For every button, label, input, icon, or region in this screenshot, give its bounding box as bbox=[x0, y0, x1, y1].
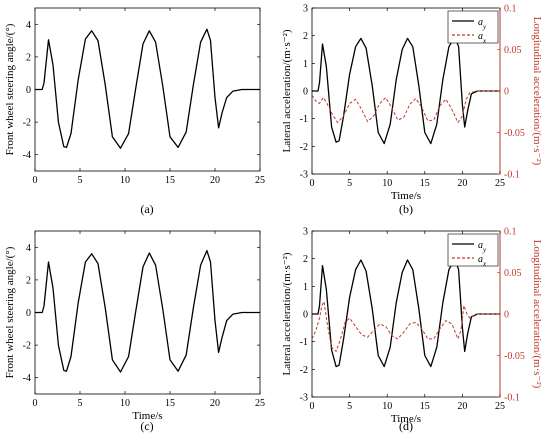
y-tick-label: 3 bbox=[303, 227, 308, 238]
panel-label: (b) bbox=[399, 202, 413, 216]
y-tick-label: 0 bbox=[26, 85, 31, 96]
x-axis-title: Time/s bbox=[391, 413, 421, 425]
x-tick-label: 5 bbox=[347, 178, 352, 189]
legend-label: ay bbox=[478, 17, 487, 31]
x-tick-label: 20 bbox=[210, 175, 220, 186]
x-tick-label: 15 bbox=[420, 401, 430, 412]
panel-label: (c) bbox=[140, 419, 153, 433]
y2-tick-label: 0.05 bbox=[504, 45, 522, 56]
y-tick-label: 0 bbox=[303, 310, 308, 321]
y-tick-label: 2 bbox=[303, 254, 308, 265]
y2-tick-label: -0.1 bbox=[504, 170, 520, 181]
y-tick-label: -2 bbox=[23, 341, 31, 352]
x-tick-label: 20 bbox=[210, 398, 220, 409]
x-tick-label: 5 bbox=[78, 175, 83, 186]
y-tick-label: 0 bbox=[26, 308, 31, 319]
plot-frame bbox=[34, 7, 261, 172]
y-tick-label: 2 bbox=[26, 52, 31, 63]
y-tick-label: 2 bbox=[26, 275, 31, 286]
y-tick-label: -4 bbox=[23, 150, 31, 161]
y2-tick-label: 0.05 bbox=[504, 268, 522, 279]
legend-label: ay bbox=[478, 240, 487, 254]
panel-4: 0 5 10 15 20 25 -3 -2 -1 0 1 2 3 -0.1 -0.05 0 0.05 0.1 aya… bbox=[281, 227, 543, 434]
series-line-a_x bbox=[311, 90, 500, 123]
x-tick-label: 10 bbox=[382, 178, 392, 189]
x-tick-label: 20 bbox=[457, 401, 467, 412]
y-tick-label: 4 bbox=[26, 20, 31, 31]
y2-axis-title: Longitudinal acceleration/(m·s⁻²) bbox=[531, 240, 543, 389]
y-tick-label: 1 bbox=[303, 59, 308, 70]
y2-tick-label: -0.05 bbox=[504, 128, 525, 139]
y2-tick-label: -0.05 bbox=[504, 351, 525, 362]
y-tick-label: -4 bbox=[23, 373, 31, 384]
series-line-steering-angle bbox=[35, 28, 260, 149]
panel-2: 0 5 10 15 20 25 -3 -2 -1 0 1 2 3 -0.1 -0.05 0 0.05 0.1 aya… bbox=[281, 4, 543, 217]
y-axis-title: Front wheel steering angle/(°) bbox=[4, 246, 16, 378]
x-tick-label: 10 bbox=[120, 398, 130, 409]
x-axis-title: Time/s bbox=[132, 410, 162, 422]
y-tick-label: -3 bbox=[300, 170, 308, 181]
y-tick-label: 1 bbox=[303, 282, 308, 293]
y-tick-label: -3 bbox=[300, 393, 308, 404]
x-tick-label: 20 bbox=[457, 178, 467, 189]
legend-label: ax bbox=[478, 31, 487, 45]
x-tick-label: 15 bbox=[420, 178, 430, 189]
panel-label: (a) bbox=[140, 202, 153, 216]
series-line-a_x bbox=[311, 301, 500, 352]
y-tick-label: -2 bbox=[300, 142, 308, 153]
x-tick-label: 25 bbox=[255, 398, 265, 409]
y2-tick-label: 0.1 bbox=[504, 4, 517, 15]
y2-tick-label: 0 bbox=[504, 310, 509, 321]
panel-label: (d) bbox=[399, 419, 413, 433]
y-tick-label: 2 bbox=[303, 31, 308, 42]
legend-box bbox=[447, 10, 499, 44]
y-tick-label: -2 bbox=[300, 365, 308, 376]
x-tick-label: 10 bbox=[382, 401, 392, 412]
y2-tick-label: 0 bbox=[504, 87, 509, 98]
legend-box bbox=[447, 233, 499, 267]
panel-1: 0 5 10 15 20 25 -4 -2 0 2 4 Front wheel steering an… bbox=[4, 7, 265, 216]
x-tick-label: 0 bbox=[310, 178, 315, 189]
y2-tick-label: -0.1 bbox=[504, 393, 520, 404]
x-tick-label: 15 bbox=[165, 398, 175, 409]
y-tick-label: -1 bbox=[300, 114, 308, 125]
y2-tick-label: 0.1 bbox=[504, 227, 517, 238]
x-axis-title: Time/s bbox=[391, 190, 421, 202]
x-tick-label: 25 bbox=[495, 401, 505, 412]
y-axis-title: Lateral acceleration/(m·s⁻²) bbox=[281, 252, 293, 375]
series-line-a_y bbox=[312, 258, 500, 368]
x-tick-label: 25 bbox=[255, 175, 265, 186]
series-line-steering-angle bbox=[35, 249, 260, 373]
y-tick-label: -1 bbox=[300, 337, 308, 348]
series-line-a_y bbox=[312, 36, 500, 145]
x-tick-label: 5 bbox=[347, 401, 352, 412]
x-tick-label: 10 bbox=[120, 175, 130, 186]
x-tick-label: 5 bbox=[78, 398, 83, 409]
legend-label: ax bbox=[478, 254, 487, 268]
y-tick-label: -2 bbox=[23, 118, 31, 129]
x-tick-label: 25 bbox=[495, 178, 505, 189]
y-axis-title: Front wheel steering angle/(°) bbox=[4, 23, 16, 155]
panel-3: 0 5 10 15 20 25 -4 -2 0 2 4 Time/s Front wheel steer… bbox=[4, 230, 265, 433]
y-tick-label: 3 bbox=[303, 4, 308, 15]
y-tick-label: 0 bbox=[303, 87, 308, 98]
y2-axis-title: Longitudinal acceleration/(m·s⁻²) bbox=[531, 17, 543, 166]
y-tick-label: 4 bbox=[26, 243, 31, 254]
x-tick-label: 0 bbox=[310, 401, 315, 412]
x-tick-label: 15 bbox=[165, 175, 175, 186]
x-tick-label: 0 bbox=[33, 398, 38, 409]
x-tick-label: 0 bbox=[33, 175, 38, 186]
y-axis-title: Lateral acceleration/(m·s⁻²) bbox=[281, 29, 293, 152]
